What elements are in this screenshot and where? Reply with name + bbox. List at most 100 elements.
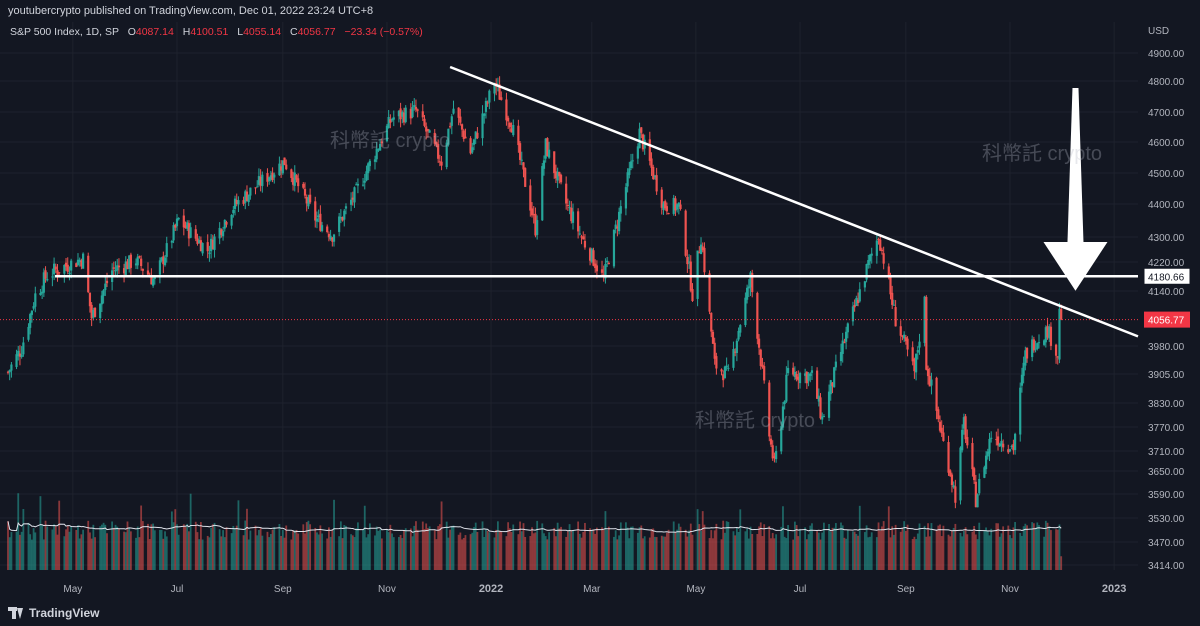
volume-bar: [319, 525, 322, 570]
candle-body: [315, 218, 319, 222]
volume-bar: [474, 522, 477, 570]
high-value: 4100.51: [190, 26, 229, 38]
candle-body: [426, 129, 430, 131]
volume-bar: [316, 532, 318, 570]
tradingview-logo[interactable]: TradingView: [8, 606, 99, 620]
candle: [807, 372, 810, 387]
volume-bar: [449, 529, 451, 570]
volume-bar: [507, 522, 510, 570]
candle: [761, 357, 764, 369]
candle: [913, 357, 916, 379]
volume-bar: [457, 534, 460, 570]
candle-body: [170, 240, 173, 243]
volume-bar: [773, 538, 776, 570]
tradingview-logo-icon: [8, 607, 24, 619]
candle-body: [447, 128, 450, 145]
x-tick-label: May: [686, 584, 705, 595]
volume-bar: [19, 534, 21, 570]
candle: [104, 275, 107, 296]
symbol-label[interactable]: S&P 500 Index, 1D, SP: [10, 26, 119, 38]
price-chart[interactable]: 科幣託 crypto 科幣託 crypto 科幣託 crypto USD 4900.00…: [0, 22, 1200, 598]
candle-body: [448, 126, 452, 128]
close-value: 4056.77: [297, 26, 336, 38]
volume-bar: [452, 525, 455, 570]
volume-bar: [65, 529, 67, 570]
candle: [189, 222, 192, 239]
candle: [268, 176, 271, 185]
candle-body: [385, 125, 389, 142]
candle-body: [732, 349, 735, 368]
volume-bar: [304, 533, 306, 570]
candle-body: [536, 220, 539, 235]
candle: [17, 345, 20, 361]
candle: [964, 414, 967, 444]
candle-body: [725, 365, 728, 368]
candle: [604, 258, 607, 284]
volume-bar: [756, 534, 759, 570]
volume-bar: [206, 535, 209, 570]
candle: [594, 259, 597, 273]
volume-bar: [724, 532, 726, 570]
volume-bar: [124, 532, 127, 570]
x-tick-label: May: [63, 584, 82, 595]
candle: [845, 326, 848, 350]
volume-bar: [877, 522, 880, 570]
candle: [75, 262, 78, 268]
candle: [126, 258, 129, 270]
candles: [6, 76, 1063, 509]
volume-bar: [882, 521, 885, 570]
candle-body: [1013, 433, 1017, 450]
candle: [677, 202, 680, 215]
candle: [858, 282, 861, 303]
volume-bar: [433, 530, 436, 570]
volume-bar: [464, 535, 467, 570]
volume-bar: [138, 537, 141, 570]
volume-bar: [87, 520, 90, 570]
candle-body: [962, 417, 965, 429]
candle: [735, 338, 738, 362]
volume-bar: [218, 529, 221, 570]
candle-body: [247, 194, 250, 203]
volume-bar: [807, 534, 810, 570]
candle-body: [937, 409, 940, 420]
volume-bar: [258, 530, 260, 570]
candle: [411, 101, 414, 119]
volume-bar: [763, 524, 766, 570]
volume-bar: [858, 505, 861, 570]
candle: [291, 171, 295, 191]
candle-body: [472, 139, 476, 145]
volume-bar: [269, 534, 272, 570]
candle: [959, 446, 962, 505]
chart-canvas[interactable]: 科幣託 crypto 科幣託 crypto 科幣託 crypto USD 4900.00…: [0, 22, 1200, 598]
candle: [80, 258, 83, 270]
candle: [402, 107, 406, 126]
volume-bar: [355, 528, 358, 570]
candle-body: [971, 443, 974, 470]
candle: [15, 349, 18, 370]
candle: [327, 231, 331, 242]
candle: [100, 290, 103, 313]
candle: [578, 225, 581, 236]
y-tick-label: 4500.00: [1148, 169, 1185, 180]
candle: [984, 451, 988, 475]
candle-body: [90, 304, 93, 319]
candle: [817, 388, 820, 407]
volume-bar: [237, 500, 240, 570]
candle-body: [571, 211, 575, 223]
candle-body: [548, 149, 551, 158]
volume-bar: [428, 526, 431, 570]
volume-bar: [536, 520, 539, 570]
candle-body: [839, 351, 843, 362]
volume-bar: [438, 524, 441, 570]
candle: [966, 429, 969, 449]
volume-bar: [863, 532, 866, 570]
volume-bar: [783, 536, 786, 570]
volume-bar: [199, 521, 202, 570]
candle: [122, 263, 126, 283]
volume-bar: [572, 530, 574, 570]
volume-bar: [242, 535, 245, 570]
candle: [546, 137, 549, 157]
volume-bar: [210, 527, 213, 570]
candle-body: [662, 203, 665, 210]
volume-bar: [462, 537, 465, 570]
